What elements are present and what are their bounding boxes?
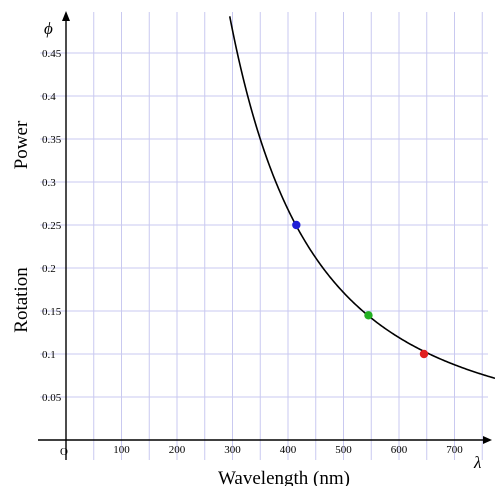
- y-tick-label: 0.05: [42, 392, 62, 404]
- x-tick-label: 300: [224, 444, 241, 456]
- data-point-red: [419, 349, 429, 359]
- x-tick-label: 500: [335, 444, 352, 456]
- y-axis-title-rotation: Rotation: [11, 267, 32, 333]
- y-tick-label: 0.1: [42, 349, 56, 361]
- x-tick-label: 200: [169, 444, 186, 456]
- y-axis-symbol: ϕ: [44, 19, 53, 38]
- tick-labels: 100 200 300 400 500 600 700 0.05 0.1 0.15 0.2 0.25 0…: [42, 48, 463, 456]
- y-tick-label: 0.4: [42, 91, 56, 103]
- y-tick-label: 0.35: [42, 134, 62, 146]
- y-tick-label: 0.15: [42, 306, 62, 318]
- x-axis-arrow: [483, 436, 492, 444]
- y-axis-title-power: Power: [11, 120, 32, 169]
- data-point-blue: [292, 220, 301, 230]
- grid: [40, 12, 488, 460]
- x-tick-label: 600: [391, 444, 408, 456]
- data-point-green: [364, 311, 373, 320]
- y-tick-label: 0.3: [42, 177, 56, 189]
- x-axis-title: Wavelength (nm): [218, 468, 350, 486]
- curve-line: [228, 16, 495, 380]
- y-tick-label: 0.45: [42, 48, 62, 60]
- x-tick-label: 700: [446, 444, 463, 456]
- axes: [38, 11, 492, 460]
- data-points: [292, 220, 429, 359]
- y-tick-label: 0.2: [42, 263, 56, 275]
- x-tick-label: 400: [280, 444, 297, 456]
- x-tick-label: 100: [113, 444, 130, 456]
- origin-label: O: [60, 446, 68, 458]
- curve: [228, 16, 495, 380]
- y-axis-arrow: [62, 11, 70, 21]
- x-axis-symbol: λ: [473, 453, 481, 472]
- y-tick-label: 0.25: [42, 220, 62, 232]
